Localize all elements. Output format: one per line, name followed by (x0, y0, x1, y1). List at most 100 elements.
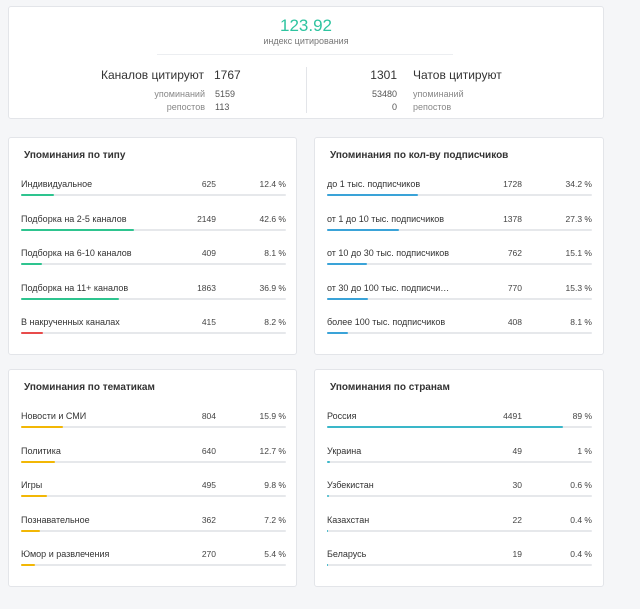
list-item-count: 270 (201, 549, 216, 559)
chats-reposts-label: репостов (413, 102, 452, 112)
list-item-label: Юмор и развлечения (21, 549, 110, 559)
list-item: Политика 640 12.7 % (21, 446, 286, 470)
chats-mentions-value: 53480 (371, 89, 397, 99)
progress-track (327, 332, 592, 334)
list-item-percent: 0.6 % (570, 480, 592, 490)
list-item-label: Подборка на 11+ каналов (21, 282, 129, 293)
progress-fill (21, 495, 47, 497)
list-item: Игры 495 9.8 % (21, 480, 286, 504)
progress-track (21, 529, 286, 532)
progress-fill (21, 263, 43, 265)
list-item: Новости и СМИ 804 15.9 % (21, 411, 286, 435)
list-item-count: 640 (201, 445, 216, 456)
list-item: Познавательное 362 7.2 % (21, 515, 286, 539)
list-item-percent: 8.1 % (264, 248, 286, 258)
list-item-label: Россия (327, 411, 357, 421)
list-item-label: Новости и СМИ (21, 411, 87, 421)
list-item-count: 409 (201, 248, 216, 258)
progress-fill (327, 297, 368, 300)
list-item-label: более 100 тыс. подписчиков (327, 317, 446, 327)
list-item-count: 770 (507, 282, 522, 293)
chats-reposts-value: 0 (391, 102, 397, 112)
list-item-label: Познавательное (21, 514, 90, 525)
mentions-by-subscribers-card: Упоминания по кол-ву подписчиков до 1 ты… (314, 137, 604, 355)
progress-track (327, 529, 592, 532)
progress-track (327, 228, 592, 231)
channels-citing-count: 1767 (214, 68, 241, 82)
list-item-label: Казахстан (327, 514, 370, 525)
progress-fill (327, 228, 400, 231)
progress-fill (21, 426, 64, 428)
progress-fill (327, 529, 329, 532)
list-item-percent: 36.9 % (259, 282, 286, 293)
progress-track (21, 564, 286, 566)
list-item: Узбекистан 30 0.6 % (327, 480, 592, 504)
list-item-percent: 1 % (577, 445, 592, 456)
list-item-percent: 15.9 % (259, 411, 286, 421)
progress-fill (21, 194, 54, 196)
list-item: В накрученных каналах 415 8.2 % (21, 317, 286, 341)
list-item-count: 625 (201, 179, 216, 189)
list-item-percent: 0.4 % (570, 549, 592, 559)
progress-track (327, 263, 592, 265)
list-item-count: 49 (512, 445, 522, 456)
list-item-label: Политика (21, 445, 61, 456)
chats-citing-label: Чатов цитируют (413, 68, 502, 82)
progress-fill (21, 564, 36, 566)
list-item: Подборка на 2-5 каналов 2149 42.6 % (21, 214, 286, 238)
list-item-percent: 12.4 % (259, 179, 286, 189)
channels-mentions-value: 5159 (215, 89, 236, 99)
list-item: Беларусь 19 0.4 % (327, 549, 592, 573)
list-item: от 10 до 30 тыс. подписчиков 762 15.1 % (327, 248, 592, 272)
list-item-label: В накрученных каналах (21, 317, 120, 327)
list-item: Индивидуальное 625 12.4 % (21, 179, 286, 203)
citation-index-value: 123.92 (280, 16, 332, 35)
progress-track (21, 228, 286, 231)
list-item-count: 1378 (503, 213, 522, 224)
list-item-label: от 1 до 10 тыс. подписчиков (327, 213, 445, 224)
list-item-percent: 7.2 % (264, 514, 286, 525)
list-item: Подборка на 6-10 каналов 409 8.1 % (21, 248, 286, 272)
list-item-count: 1728 (503, 179, 522, 189)
list-item-percent: 89 % (572, 411, 592, 421)
list-item-label: от 10 до 30 тыс. подписчиков (327, 248, 450, 258)
progress-fill (327, 194, 418, 196)
card-title: Упоминания по странам (330, 382, 450, 393)
progress-fill (21, 529, 41, 532)
list-item-label: Подборка на 6-10 каналов (21, 248, 132, 258)
progress-fill (21, 460, 55, 463)
list-item: от 30 до 100 тыс. подписчи… 770 15.3 % (327, 283, 592, 307)
summary-divider (157, 54, 453, 55)
list-item-percent: 15.1 % (565, 248, 592, 258)
list-item-count: 2149 (197, 213, 216, 224)
card-title: Упоминания по тематикам (24, 382, 155, 393)
list-item-label: Узбекистан (327, 480, 374, 490)
progress-track (21, 495, 286, 497)
list-item-count: 362 (201, 514, 216, 525)
summary-vertical-divider (306, 67, 307, 113)
list-item-count: 495 (201, 480, 216, 490)
citation-summary-card: 123.92 индекс цитирования Каналов цитиру… (8, 6, 604, 119)
mentions-by-type-card: Упоминания по типу Индивидуальное 625 12.4… (8, 137, 297, 355)
channels-mentions-label: упоминаний (154, 89, 205, 99)
list-item-percent: 8.2 % (264, 317, 286, 327)
progress-fill (327, 564, 329, 566)
list-item-percent: 15.3 % (565, 282, 592, 293)
mentions-by-topic-card: Упоминания по тематикам Новости и СМИ 804… (8, 369, 297, 587)
list-item-label: Беларусь (327, 549, 367, 559)
progress-fill (21, 297, 119, 300)
list-item: Подборка на 11+ каналов 1863 36.9 % (21, 283, 286, 307)
progress-track (21, 263, 286, 265)
progress-track (327, 460, 592, 463)
list-item-count: 19 (512, 549, 522, 559)
list-item-percent: 27.3 % (565, 213, 592, 224)
card-title: Упоминания по типу (24, 150, 126, 161)
progress-track (21, 297, 286, 300)
list-item-percent: 8.1 % (570, 317, 592, 327)
list-item-count: 30 (512, 480, 522, 490)
list-item-percent: 12.7 % (259, 445, 286, 456)
list-item-percent: 42.6 % (259, 213, 286, 224)
progress-track (327, 426, 592, 428)
list-item-percent: 9.8 % (264, 480, 286, 490)
progress-fill (327, 263, 367, 265)
